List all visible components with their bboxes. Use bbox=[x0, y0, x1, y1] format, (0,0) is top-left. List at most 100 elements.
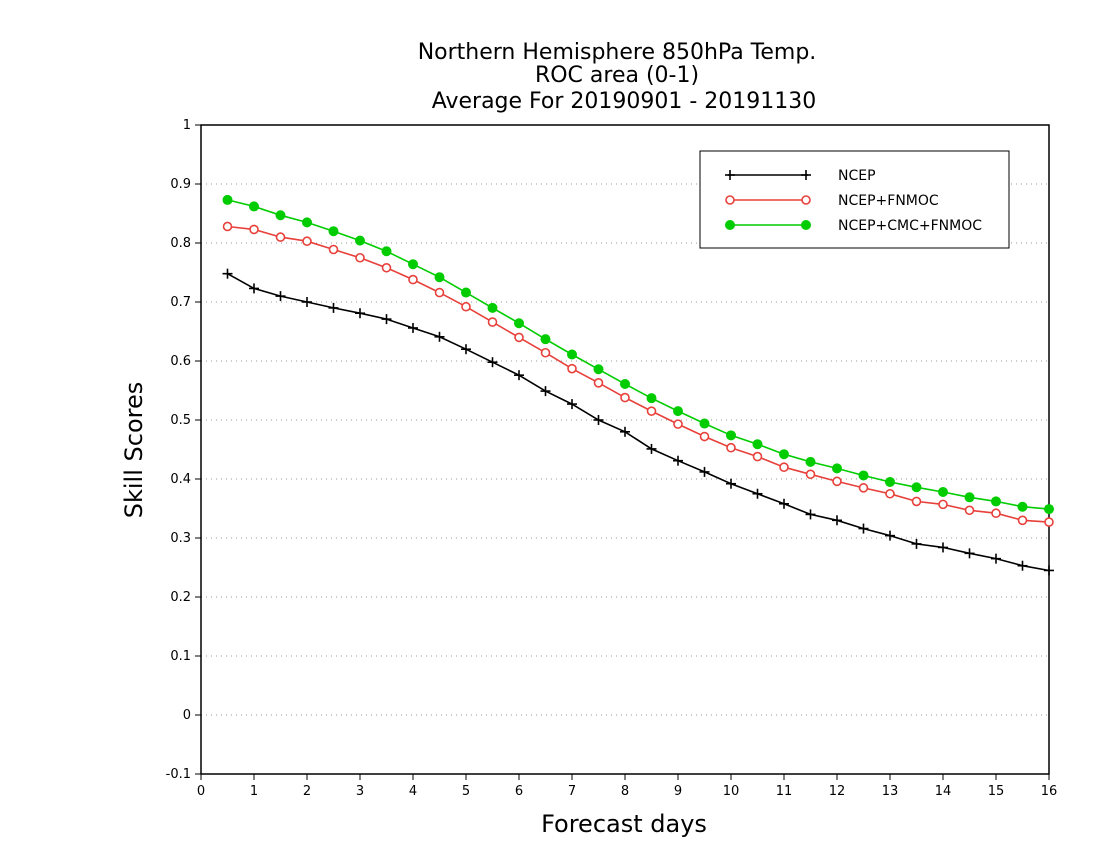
data-point-ncep-cmc-fnmoc bbox=[699, 418, 710, 429]
series-line-ncep bbox=[227, 273, 1050, 572]
legend-marker bbox=[725, 195, 735, 205]
data-point-ncep-cmc-fnmoc bbox=[461, 287, 471, 298]
x-tick-label: 5 bbox=[462, 784, 470, 799]
data-point-ncep-fnmoc bbox=[567, 363, 577, 374]
data-point-ncep-fnmoc bbox=[699, 431, 710, 442]
data-point-ncep bbox=[408, 322, 418, 333]
y-tick-label: 0.5 bbox=[170, 413, 191, 428]
data-point-ncep bbox=[434, 331, 445, 342]
data-point-ncep-fnmoc bbox=[991, 508, 1001, 519]
data-point-ncep-fnmoc bbox=[646, 406, 657, 416]
data-point-ncep bbox=[699, 466, 710, 477]
data-point-ncep bbox=[673, 455, 683, 466]
legend-marker bbox=[725, 170, 735, 180]
data-point-ncep-cmc-fnmoc bbox=[911, 482, 922, 493]
data-point-ncep-fnmoc bbox=[328, 244, 339, 255]
x-tick-label: 10 bbox=[723, 784, 740, 799]
data-point-ncep-cmc-fnmoc bbox=[938, 486, 948, 497]
data-point-ncep-fnmoc bbox=[964, 505, 975, 516]
chart-title-line-2: ROC area (0-1) bbox=[535, 63, 699, 88]
data-point-ncep-cmc-fnmoc bbox=[964, 492, 975, 503]
data-point-ncep-fnmoc bbox=[620, 392, 630, 403]
data-point-ncep-fnmoc bbox=[514, 332, 524, 343]
data-point-ncep-fnmoc bbox=[222, 221, 233, 232]
x-tick-label: 13 bbox=[882, 784, 899, 799]
data-point-ncep-fnmoc bbox=[805, 469, 816, 480]
y-tick-label: 0.3 bbox=[170, 531, 191, 546]
x-tick-label: 16 bbox=[1041, 784, 1058, 799]
series-ncep-cmc-fnmoc bbox=[222, 194, 1054, 515]
x-tick-label: 12 bbox=[829, 784, 846, 799]
data-point-ncep bbox=[249, 283, 259, 294]
data-point-ncep-fnmoc bbox=[249, 224, 259, 235]
legend-entry-ncep: NCEP bbox=[725, 168, 876, 184]
data-point-ncep bbox=[964, 548, 975, 559]
legend-label: NCEP+CMC+FNMOC bbox=[838, 218, 982, 234]
data-point-ncep-cmc-fnmoc bbox=[673, 406, 683, 417]
y-tick-label: 0.1 bbox=[170, 649, 191, 664]
data-point-ncep-fnmoc bbox=[461, 301, 471, 312]
x-tick-label: 15 bbox=[988, 784, 1005, 799]
data-point-ncep-cmc-fnmoc bbox=[885, 476, 895, 487]
data-point-ncep-fnmoc bbox=[885, 488, 895, 499]
data-point-ncep-fnmoc bbox=[726, 442, 736, 453]
data-point-ncep bbox=[752, 488, 763, 499]
data-point-ncep-cmc-fnmoc bbox=[858, 470, 869, 481]
series-ncep bbox=[222, 268, 1054, 576]
chart-title-line-3: Average For 20190901 - 20191130 bbox=[432, 89, 817, 114]
y-tick-label: 0 bbox=[183, 708, 191, 723]
x-axis-label: Forecast days bbox=[541, 810, 707, 838]
data-point-ncep-fnmoc bbox=[408, 274, 418, 285]
data-point-ncep-fnmoc bbox=[434, 287, 445, 298]
data-point-ncep-cmc-fnmoc bbox=[275, 210, 286, 221]
data-point-ncep-cmc-fnmoc bbox=[1017, 501, 1028, 512]
x-tick-label: 8 bbox=[621, 784, 629, 799]
data-point-ncep-fnmoc bbox=[1044, 517, 1054, 527]
data-point-ncep-cmc-fnmoc bbox=[514, 318, 524, 329]
data-point-ncep bbox=[726, 478, 736, 489]
data-point-ncep bbox=[620, 426, 630, 437]
data-point-ncep bbox=[646, 443, 657, 454]
legend-entry-ncep-fnmoc: NCEP+FNMOC bbox=[725, 193, 939, 209]
data-point-ncep bbox=[779, 498, 789, 509]
data-point-ncep bbox=[381, 314, 392, 325]
legend-marker bbox=[801, 170, 811, 180]
data-point-ncep-fnmoc bbox=[752, 451, 763, 462]
data-point-ncep-cmc-fnmoc bbox=[408, 259, 418, 270]
x-tick-label: 9 bbox=[674, 784, 682, 799]
legend-label: NCEP+FNMOC bbox=[838, 193, 939, 209]
y-tick-label: 0.8 bbox=[170, 236, 191, 251]
data-point-ncep-cmc-fnmoc bbox=[991, 496, 1001, 507]
data-point-ncep-cmc-fnmoc bbox=[328, 226, 339, 237]
data-point-ncep-cmc-fnmoc bbox=[832, 463, 842, 474]
data-point-ncep-fnmoc bbox=[487, 317, 498, 327]
legend-entry-ncep-cmc-fnmoc: NCEP+CMC+FNMOC bbox=[725, 218, 982, 234]
data-point-ncep-cmc-fnmoc bbox=[620, 379, 630, 390]
data-point-ncep-fnmoc bbox=[1017, 515, 1028, 526]
data-point-ncep bbox=[832, 515, 842, 526]
legend-marker bbox=[801, 220, 811, 230]
data-point-ncep-fnmoc bbox=[911, 496, 922, 507]
chart-title: Northern Hemisphere 850hPa Temp. ROC are… bbox=[418, 40, 817, 114]
y-axis-label: Skill Scores bbox=[120, 382, 148, 519]
y-tick-label: 0.6 bbox=[170, 354, 191, 369]
data-point-ncep bbox=[275, 291, 286, 302]
data-point-ncep bbox=[461, 344, 471, 355]
data-point-ncep-fnmoc bbox=[593, 378, 604, 388]
series-ncep-fnmoc bbox=[222, 221, 1054, 527]
data-point-ncep-cmc-fnmoc bbox=[805, 456, 816, 467]
series-layer bbox=[222, 194, 1054, 576]
data-point-ncep-cmc-fnmoc bbox=[381, 246, 392, 257]
data-point-ncep-cmc-fnmoc bbox=[567, 349, 577, 360]
data-point-ncep bbox=[540, 386, 551, 397]
data-point-ncep bbox=[514, 370, 524, 381]
legend-marker bbox=[801, 195, 811, 205]
data-point-ncep-fnmoc bbox=[540, 347, 551, 358]
y-tick-label: 0.4 bbox=[170, 472, 191, 487]
y-tick-label: 0.2 bbox=[170, 590, 191, 605]
data-point-ncep-cmc-fnmoc bbox=[222, 194, 233, 205]
x-tick-label: 0 bbox=[197, 784, 205, 799]
data-point-ncep bbox=[567, 399, 577, 410]
data-point-ncep bbox=[355, 308, 365, 319]
data-point-ncep bbox=[805, 509, 816, 520]
